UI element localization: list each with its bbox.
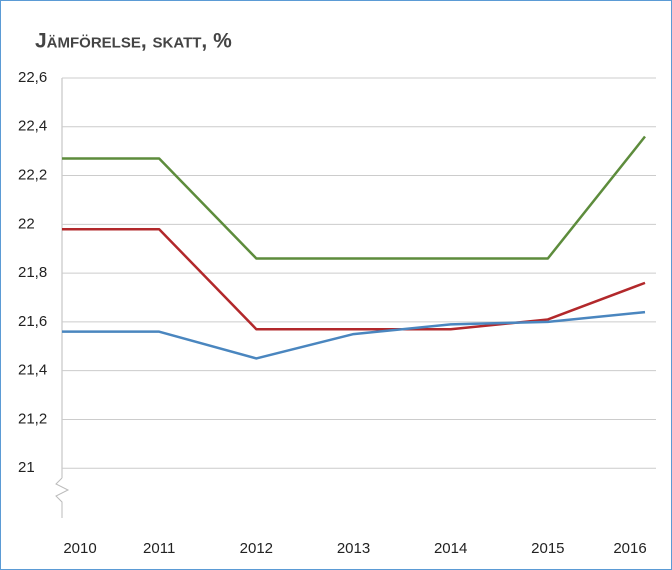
x-tick-label: 2013 bbox=[337, 540, 370, 557]
y-tick-label: 21,4 bbox=[18, 362, 47, 379]
y-tick-label: 22 bbox=[18, 215, 35, 232]
y-tick-label: 22,6 bbox=[18, 69, 47, 86]
x-tick-label: 2011 bbox=[143, 540, 175, 557]
series-line bbox=[62, 135, 646, 260]
y-tick-label: 22,4 bbox=[18, 118, 47, 135]
y-tick-label: 22,2 bbox=[18, 167, 47, 184]
series-line bbox=[62, 227, 646, 331]
x-tick-label: 2015 bbox=[531, 540, 564, 557]
x-tick-label: 2016 bbox=[613, 540, 646, 557]
y-tick-label: 21,6 bbox=[18, 313, 47, 330]
series-line bbox=[62, 310, 646, 360]
x-tick-label: 2014 bbox=[434, 540, 467, 557]
y-tick-label: 21,2 bbox=[18, 410, 47, 427]
x-tick-label: 2012 bbox=[240, 540, 273, 557]
chart-title: Jämförelse, skatt, % bbox=[35, 30, 232, 53]
axis-break bbox=[55, 477, 70, 518]
y-tick-label: 21 bbox=[18, 459, 35, 476]
y-tick-label: 21,8 bbox=[18, 264, 47, 281]
x-tick-label: 2010 bbox=[63, 540, 96, 557]
